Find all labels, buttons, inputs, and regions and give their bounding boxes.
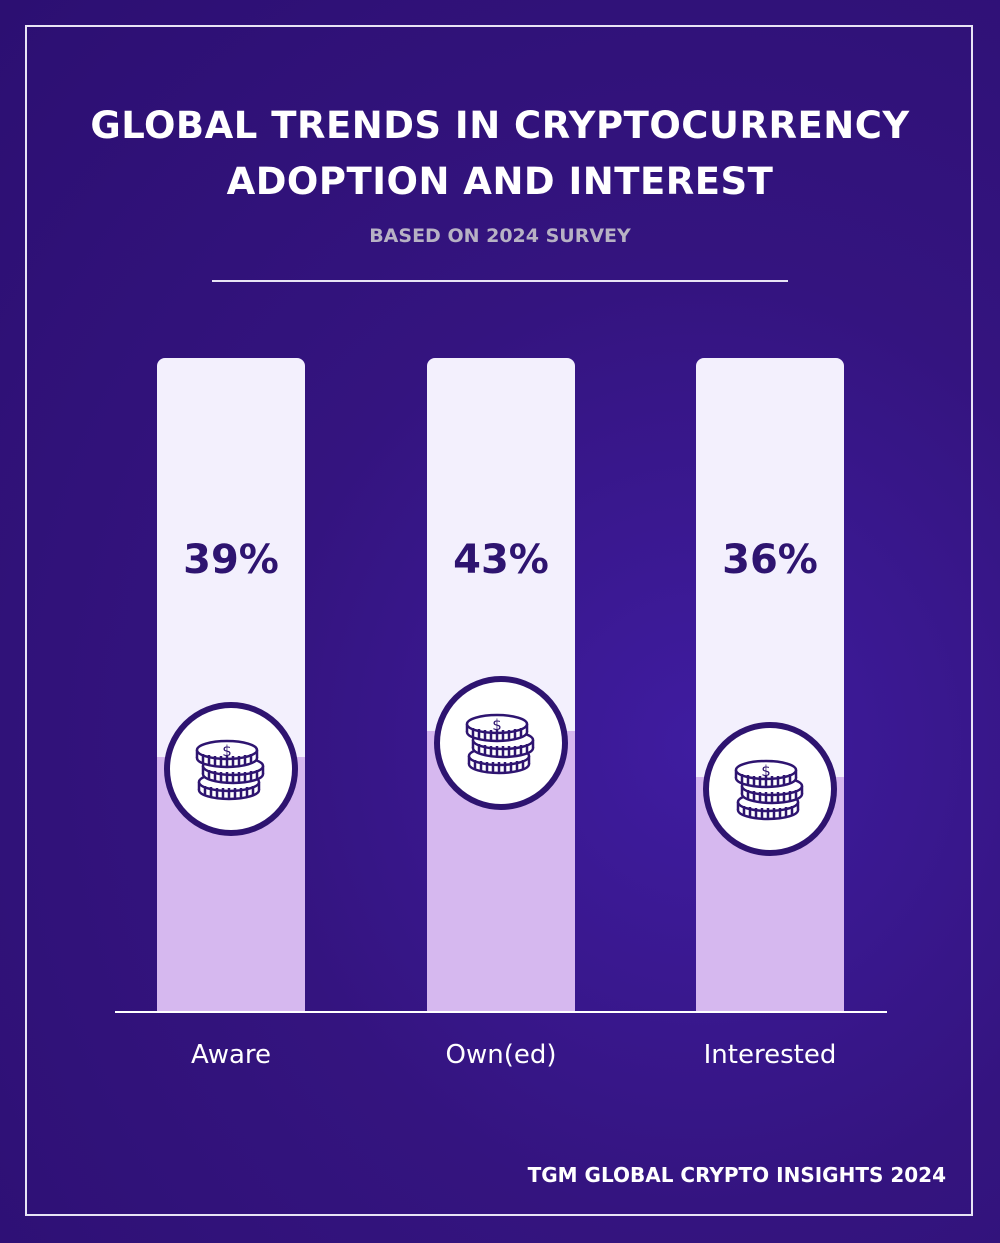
divider bbox=[212, 280, 788, 282]
svg-text:$: $ bbox=[492, 716, 502, 734]
bar-track-0 bbox=[157, 358, 305, 1012]
data-label: 43% bbox=[453, 537, 549, 583]
coin-stack-icon: $ bbox=[434, 675, 568, 810]
baseline bbox=[115, 1011, 887, 1013]
title-line-1: GLOBAL TRENDS IN CRYPTOCURRENCY bbox=[90, 104, 910, 147]
coin-stack-icon: $ bbox=[703, 721, 837, 856]
category-label: Aware bbox=[190, 1040, 272, 1070]
subtitle: BASED ON 2024 SURVEY bbox=[369, 225, 631, 247]
data-label: 36% bbox=[722, 537, 818, 583]
footer-source: TGM GLOBAL CRYPTO INSIGHTS 2024 bbox=[527, 1163, 946, 1187]
svg-text:$: $ bbox=[222, 742, 232, 760]
bar-track-2 bbox=[696, 358, 844, 1012]
coin-stack-icon: $ bbox=[164, 701, 298, 836]
category-label: Interested bbox=[703, 1040, 837, 1070]
frame-border bbox=[25, 25, 973, 1216]
data-label: 39% bbox=[183, 537, 279, 583]
category-label: Own(ed) bbox=[445, 1040, 557, 1070]
svg-text:$: $ bbox=[761, 762, 771, 780]
title-line-2: ADOPTION AND INTEREST bbox=[226, 160, 774, 203]
chart-title: GLOBAL TRENDS IN CRYPTOCURRENCY ADOPTION… bbox=[0, 98, 1000, 210]
